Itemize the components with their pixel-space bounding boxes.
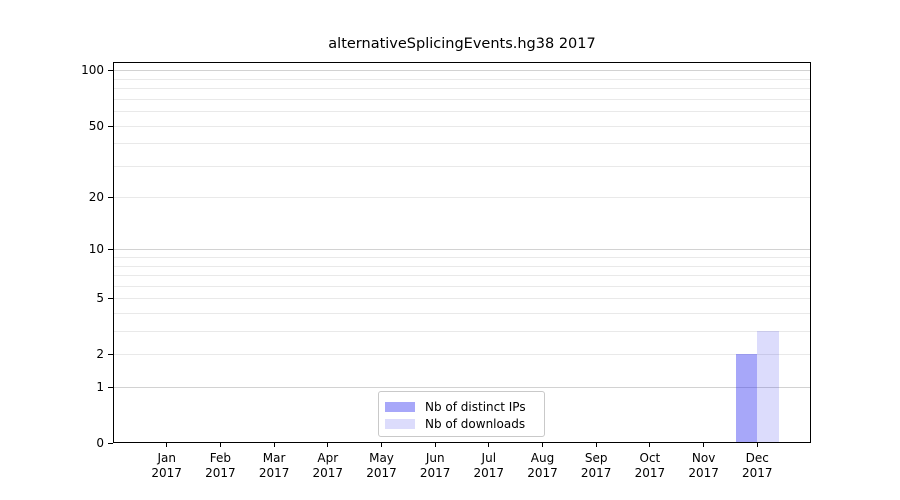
- plot-area: [113, 62, 811, 443]
- y-tick-label: 50: [88, 118, 104, 133]
- x-tick-label-nov: Nov 2017: [688, 451, 719, 480]
- grid-line-minor: [113, 331, 811, 333]
- y-tick-mark: [108, 387, 113, 388]
- grid-line-minor: [113, 197, 811, 199]
- grid-line-minor: [113, 111, 811, 113]
- y-tick-label: 20: [88, 190, 104, 205]
- grid-line-minor: [113, 78, 811, 80]
- grid-line-minor: [113, 354, 811, 356]
- grid-line-major: [113, 70, 811, 72]
- x-tick-mark: [488, 443, 490, 447]
- y-tick-mark: [108, 298, 113, 299]
- x-tick-mark: [273, 443, 275, 447]
- y-tick-mark: [108, 70, 113, 71]
- x-tick-label-mar: Mar 2017: [258, 451, 290, 480]
- x-tick-mark: [649, 443, 651, 447]
- legend-swatch-distinct-ips: [385, 401, 415, 412]
- y-tick-mark: [108, 126, 113, 127]
- y-tick-mark: [108, 249, 113, 250]
- x-tick-label-oct: Oct 2017: [634, 451, 666, 480]
- grid-line-minor: [113, 125, 811, 127]
- grid-line-minor: [113, 143, 811, 145]
- legend: Nb of distinct IPs Nb of downloads: [378, 391, 545, 437]
- grid-line-minor: [113, 285, 811, 287]
- x-tick-label-apr: Apr 2017: [312, 451, 344, 480]
- grid-line-minor: [113, 88, 811, 90]
- bar-nb-of-distinct-ips-dec: [735, 354, 758, 443]
- x-tick-label-jan: Jan 2017: [151, 451, 182, 480]
- y-tick-label: 2: [96, 347, 104, 362]
- grid-line-major: [113, 387, 811, 388]
- x-tick-mark: [219, 443, 221, 447]
- y-tick-label: 0: [96, 436, 104, 450]
- legend-item-distinct-ips: Nb of distinct IPs: [385, 398, 544, 415]
- grid-line-minor: [113, 313, 811, 314]
- grid-line-minor: [113, 257, 811, 259]
- y-tick-mark: [108, 443, 113, 444]
- x-tick-mark: [381, 443, 382, 447]
- y-tick-label: 100: [81, 63, 104, 78]
- x-tick-label-sep: Sep 2017: [580, 451, 612, 480]
- x-tick-label-feb: Feb 2017: [205, 451, 236, 480]
- legend-label-downloads: Nb of downloads: [425, 416, 526, 431]
- x-tick-label-jul: Jul 2017: [473, 451, 505, 480]
- legend-item-downloads: Nb of downloads: [385, 415, 544, 432]
- x-tick-label-may: May 2017: [366, 451, 397, 480]
- x-tick-mark: [327, 443, 329, 447]
- legend-swatch-downloads: [385, 418, 415, 429]
- x-tick-label-aug: Aug 2017: [527, 451, 558, 480]
- x-tick-mark: [434, 443, 436, 447]
- grid-line-minor: [113, 298, 811, 300]
- y-tick-mark: [108, 197, 113, 198]
- y-tick-mark: [108, 354, 113, 355]
- y-tick-label: 1: [96, 380, 104, 394]
- chart-title: alternativeSplicingEvents.hg38 2017: [328, 36, 596, 52]
- grid-line-minor: [113, 98, 811, 100]
- grid-line-minor: [113, 275, 811, 277]
- bar-nb-of-downloads-dec: [757, 331, 779, 443]
- x-tick-mark: [166, 443, 168, 447]
- x-tick-mark: [756, 443, 758, 447]
- x-tick-mark: [703, 443, 705, 447]
- grid-line-major: [113, 249, 811, 251]
- x-tick-label-dec: Dec 2017: [742, 451, 773, 480]
- x-tick-mark: [542, 443, 543, 447]
- grid-line-minor: [113, 265, 811, 267]
- x-tick-mark: [595, 443, 597, 447]
- grid-line-minor: [113, 165, 811, 167]
- y-tick-label: 5: [96, 291, 104, 306]
- x-tick-label-jun: Jun 2017: [419, 451, 451, 480]
- legend-label-distinct-ips: Nb of distinct IPs: [425, 399, 526, 414]
- y-tick-label: 10: [88, 242, 104, 257]
